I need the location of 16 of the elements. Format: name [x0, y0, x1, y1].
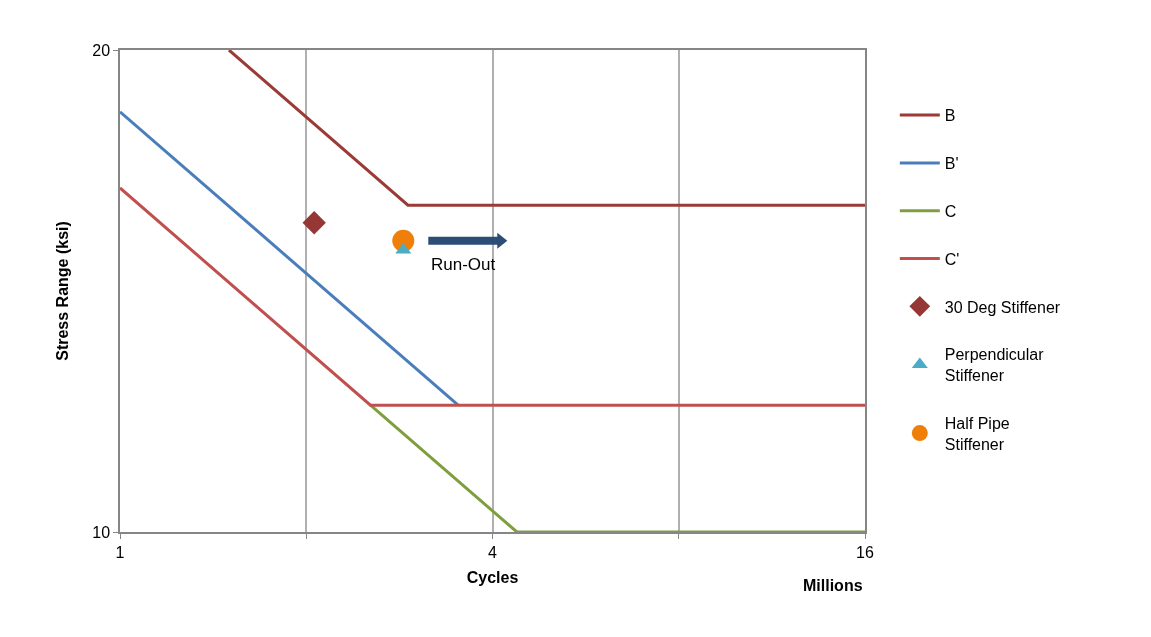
x-tick-label: 1 [115, 543, 125, 561]
x-tick-label: 16 [856, 543, 874, 561]
y-axis-title: Stress Range (ksi) [53, 221, 71, 361]
legend-label: C' [944, 250, 960, 268]
annotation: Run-Out [431, 255, 496, 274]
y-tick-label: 10 [92, 523, 111, 541]
legend-label: B [944, 107, 956, 125]
legend-label: Half Pipe Stiffener [944, 414, 1010, 453]
x-axis-title: Cycles [466, 569, 519, 587]
y-tick-label: 20 [92, 41, 111, 59]
legend-label: Perpendicular Stiffener [944, 346, 1045, 385]
legend-label: C [944, 202, 957, 220]
legend-label: 30 Deg Stiffener [944, 298, 1061, 316]
text: Millions [803, 577, 863, 594]
x-tick-label: 4 [488, 543, 498, 561]
legend-label: B' [944, 155, 959, 173]
